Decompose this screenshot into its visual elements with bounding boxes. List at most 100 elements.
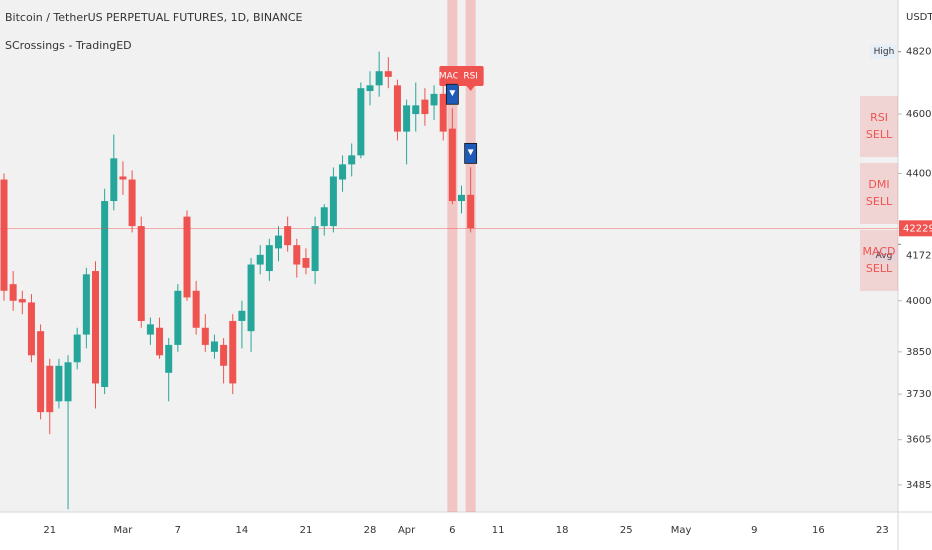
candle-body [284,226,292,246]
signal-label-pointer [466,86,475,91]
signal-band [465,0,476,512]
price-marker-box [870,44,897,59]
candle-body [146,324,154,335]
candle-body [192,290,200,328]
price-marker-label: 41725.0 [906,250,932,261]
candle-body [165,344,173,373]
x-tick-label: Mar [114,525,134,536]
signal-label: RSI [463,72,478,82]
candle-body [458,194,465,202]
candle-body [220,344,228,366]
y-tick-label: 40000.0 [906,296,932,307]
candle-body [37,331,45,413]
sell-box [860,163,898,224]
x-tick-label: May [671,525,692,536]
candle-body [293,245,301,265]
sell-text: SELL [866,195,893,208]
candle-body [238,310,246,321]
candle-body [128,179,136,227]
candle-body [384,71,392,77]
candle-body [73,334,81,363]
candle-body [421,99,429,115]
signal-band [447,0,458,512]
indicator-name: SCrossings - TradingED [5,39,132,52]
candle-body [366,85,374,92]
price-marker-box [870,248,897,263]
candle-body [174,290,182,345]
candle-body [201,327,209,345]
candle-body [110,158,118,202]
y-tick-label: 36050.0 [906,435,932,446]
candle-body [357,88,365,156]
x-tick-label: 14 [236,525,249,536]
candle-body [119,176,127,180]
sell-text: SELL [866,128,893,141]
axis-unit: USDT [906,12,932,23]
x-tick-label: Apr [398,525,416,536]
sell-text: DMI [868,178,889,191]
candle-body [64,362,72,402]
candle-body [448,128,456,202]
candle-body [329,176,337,227]
candle-body [320,207,328,227]
y-tick-label: 46000.0 [906,109,932,120]
x-tick-label: 18 [556,525,569,536]
y-tick-label: 44000.0 [906,168,932,179]
candle-body [137,226,145,321]
sell-box [860,96,898,157]
x-tick-label: 28 [364,525,377,536]
x-tick-label: 6 [449,525,455,536]
candle-body [302,258,310,268]
price-marker-label: 48200.0 [906,47,932,58]
candle-body [101,201,109,387]
candle-body [92,271,99,384]
last-price-label: 42229.2 [903,223,932,234]
x-tick-label: 11 [492,525,505,536]
candle-body [430,93,438,106]
signal-arrow [449,90,456,97]
candle-body [156,327,164,356]
candle-body [439,93,447,132]
x-tick-label: 21 [300,525,313,536]
candle-body [256,254,264,265]
candle-body [348,155,356,165]
signal-arrow [467,149,474,156]
candle-body [311,226,319,272]
x-tick-label: 25 [620,525,633,536]
candle-body [183,216,191,298]
y-tick-label: 34850.0 [906,480,932,491]
candle-body [247,264,255,332]
sell-text: MACD [863,245,896,258]
x-tick-label: 7 [175,525,181,536]
x-tick-label: 21 [43,525,56,536]
candle-body [412,105,420,115]
sell-box [860,230,898,291]
candle-body [18,299,26,303]
price-marker-name: High [874,47,895,57]
last-price-box [899,220,932,237]
candle-body [467,194,475,229]
candle-body [55,365,63,402]
candle-body [0,179,8,291]
candle-body [403,105,411,132]
candle-body [210,341,218,352]
candle-body [82,274,90,335]
candle-body [9,284,17,301]
x-tick-label: 23 [876,525,889,536]
chart-title: Bitcoin / TetherUS PERPETUAL FUTURES, 1D… [5,11,303,24]
sell-text: RSI [870,111,888,124]
candle-body [375,71,383,86]
candle-body [265,245,273,272]
y-tick-label: 37300.0 [906,389,932,400]
x-tick-label: 16 [812,525,825,536]
candle-body [393,85,401,132]
price-marker-name: Avg [876,251,893,261]
signal-label: MACD [439,72,466,82]
signal-label-box [457,66,484,86]
x-tick-label: 9 [751,525,757,536]
y-tick-label: 38500.0 [906,347,932,358]
candle-body [27,302,35,356]
candle-body [229,320,237,384]
